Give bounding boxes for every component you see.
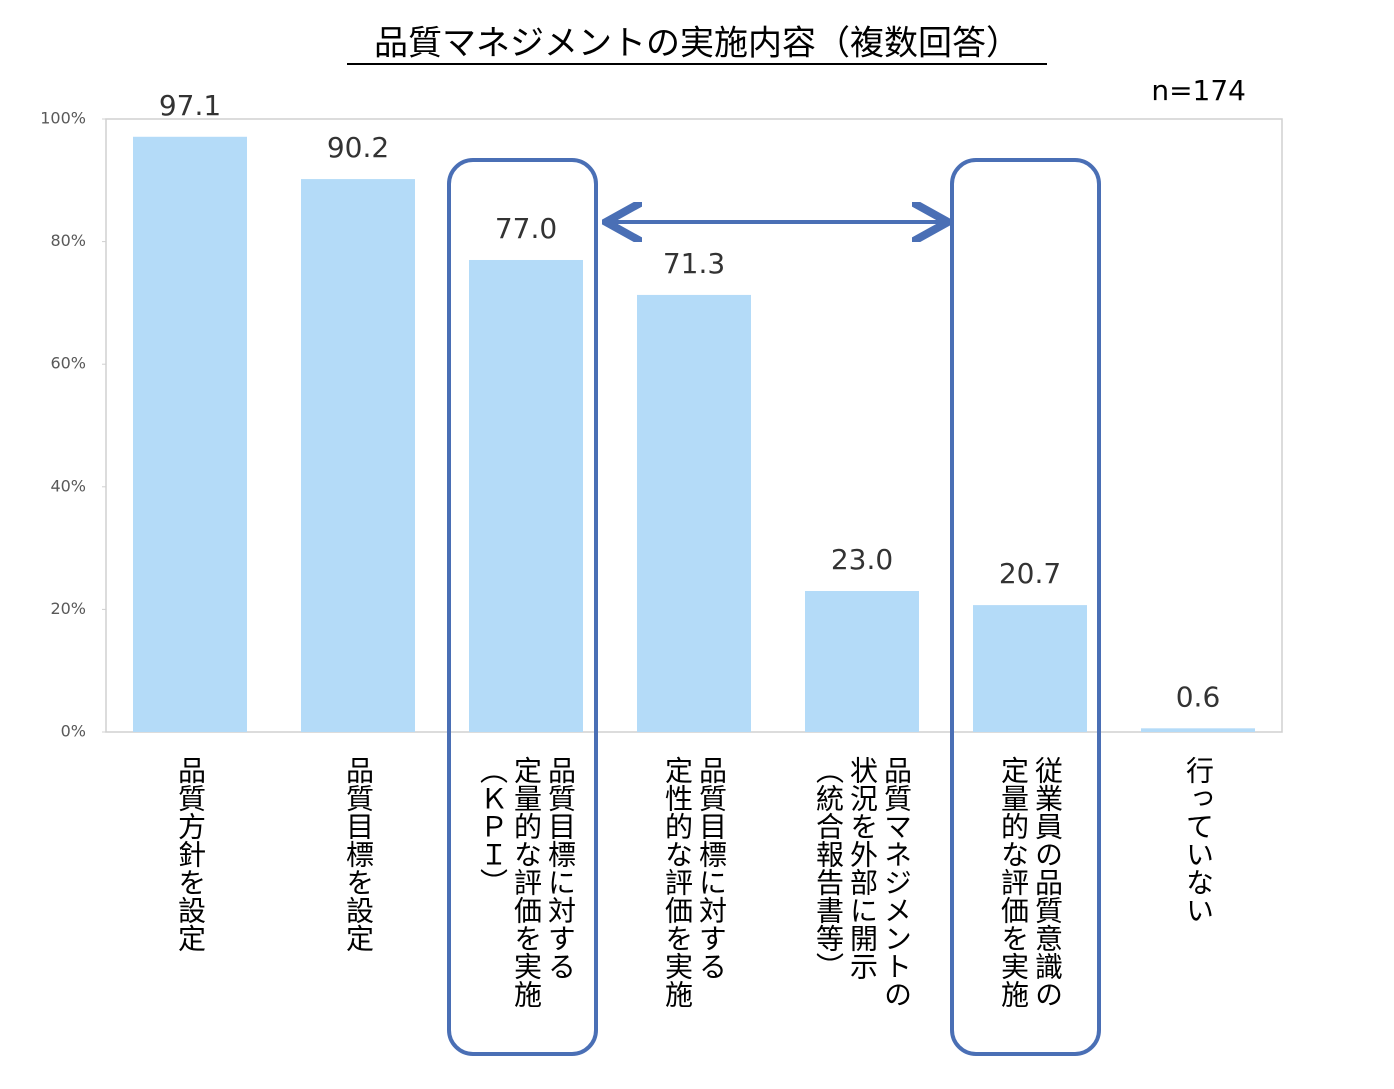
x-tick-label: 品質目標に対する 定量的な評価を実施 （ＫＰＩ） bbox=[476, 756, 577, 1008]
y-tick-label: 40% bbox=[50, 476, 86, 495]
highlight-box bbox=[447, 158, 598, 1056]
y-tick-label: 20% bbox=[50, 599, 86, 618]
value-label: 77.0 bbox=[495, 212, 557, 245]
x-tick-label: 行っていない bbox=[1182, 756, 1215, 924]
y-tick-label: 60% bbox=[50, 354, 86, 373]
x-tick-label: 品質マネジメントの 状況を外部に開示 （統合報告書等） bbox=[812, 756, 913, 1008]
bar bbox=[637, 294, 751, 732]
y-tick-label: 100% bbox=[40, 109, 86, 128]
x-tick-label: 品質目標に対する 定性的な評価を実施 bbox=[661, 756, 728, 1008]
chart-title: 品質マネジメントの実施内容（複数回答） bbox=[374, 24, 1020, 64]
y-tick-label: 0% bbox=[61, 722, 86, 741]
bar bbox=[973, 605, 1087, 732]
x-tick-label: 従業員の品質意識の 定量的な評価を実施 bbox=[997, 756, 1064, 1008]
bar bbox=[469, 259, 583, 732]
bar bbox=[805, 591, 919, 732]
x-tick-label: 品質方針を設定 bbox=[174, 756, 207, 952]
highlight-box bbox=[950, 158, 1101, 1056]
bar bbox=[301, 179, 415, 733]
value-label: 0.6 bbox=[1176, 680, 1221, 713]
value-label: 20.7 bbox=[999, 557, 1061, 590]
value-label: 71.3 bbox=[663, 247, 725, 280]
value-label: 97.1 bbox=[159, 89, 221, 122]
value-label: 23.0 bbox=[831, 543, 893, 576]
value-label: 90.2 bbox=[327, 131, 389, 164]
bar bbox=[1141, 728, 1255, 732]
x-tick-label: 品質目標を設定 bbox=[342, 756, 375, 952]
sample-size: n=174 bbox=[1151, 74, 1246, 107]
y-tick-label: 80% bbox=[50, 231, 86, 250]
bar bbox=[133, 136, 247, 733]
